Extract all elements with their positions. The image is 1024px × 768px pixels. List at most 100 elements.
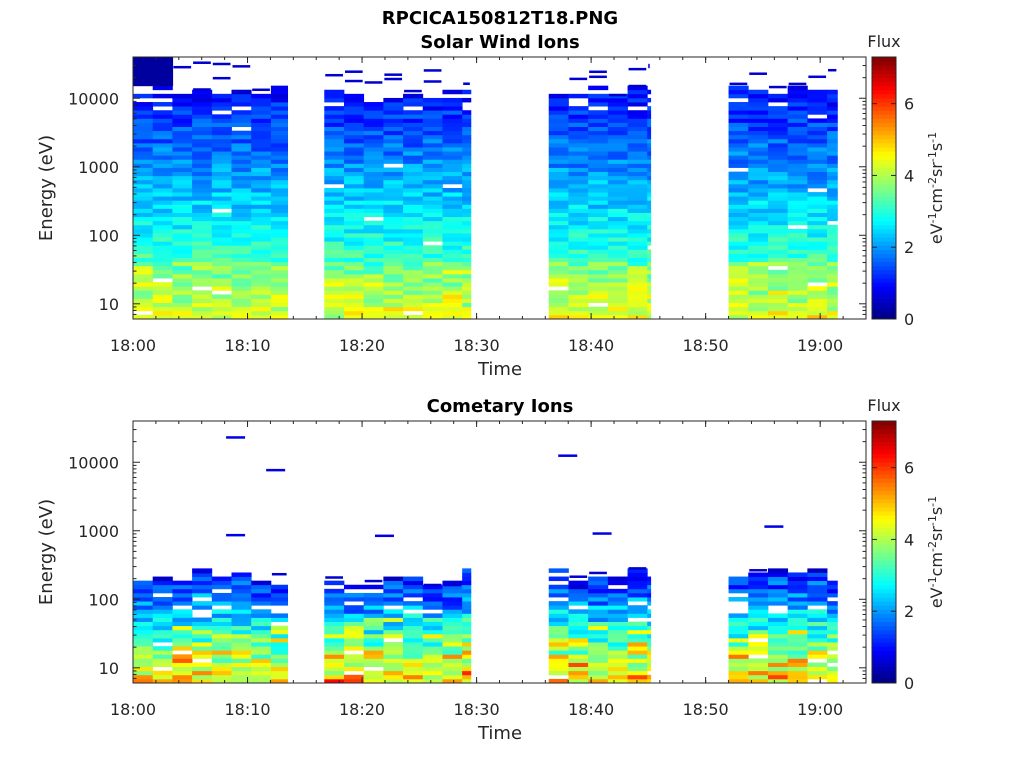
heatmap-cell — [251, 188, 272, 193]
heatmap-cell — [728, 134, 749, 140]
heatmap-cell — [270, 670, 289, 676]
heatmap-cell — [787, 633, 808, 639]
heatmap-cell — [827, 253, 838, 258]
heatmap-cell — [462, 613, 472, 618]
heatmap-cell — [403, 314, 424, 320]
heatmap-cell — [548, 310, 569, 316]
heatmap-cell — [588, 171, 609, 177]
heatmap-cell — [442, 126, 463, 132]
heatmap-cell — [192, 159, 213, 164]
heatmap-cell — [827, 310, 838, 316]
heatmap-cell — [748, 282, 769, 287]
heatmap-cell — [787, 629, 808, 635]
heatmap-cell — [363, 310, 384, 316]
heatmap-cell — [152, 171, 173, 177]
heatmap-cell — [728, 122, 749, 127]
heatmap-cell — [807, 666, 828, 672]
heatmap-cell — [588, 208, 609, 213]
heatmap-cell — [627, 147, 648, 152]
heatmap-cell — [767, 310, 789, 316]
colorbar-tick-label: 4 — [904, 530, 914, 549]
heatmap-cell — [324, 163, 345, 168]
heatmap-cell — [231, 269, 252, 275]
heatmap-cell — [588, 97, 609, 103]
heatmap-cell — [192, 269, 213, 275]
heatmap-cell — [324, 298, 345, 304]
heatmap-cell — [422, 306, 443, 312]
heatmap-cell — [548, 110, 569, 115]
heatmap-cell — [251, 138, 272, 144]
heatmap-cell — [568, 629, 589, 635]
heatmap-cell — [192, 666, 213, 672]
heatmap-cell — [324, 233, 345, 238]
heatmap-cell — [383, 278, 404, 283]
heatmap-cell — [152, 245, 173, 250]
heatmap-cell — [442, 208, 463, 213]
heatmap-cell — [192, 257, 213, 263]
heatmap-cell — [748, 171, 769, 177]
heatmap-cell — [787, 196, 808, 201]
heatmap-cell — [767, 208, 789, 213]
heatmap-cell — [251, 106, 272, 111]
heatmap-cell — [422, 196, 443, 201]
heatmap-cell — [133, 302, 154, 308]
heatmap-cell — [403, 159, 424, 164]
heatmap-cell — [827, 110, 838, 115]
heatmap-cell — [270, 134, 289, 140]
colorbar-step — [872, 637, 896, 643]
heatmap-cell — [211, 167, 232, 173]
heatmap-cell — [442, 592, 463, 598]
heatmap-cell — [462, 138, 472, 144]
heatmap-cell — [462, 155, 472, 160]
heatmap-cell — [192, 179, 213, 185]
heatmap-streak — [344, 70, 363, 73]
heatmap-cell — [133, 613, 154, 618]
heatmap-cell — [607, 151, 628, 156]
heatmap-cell — [172, 642, 193, 647]
heatmap-cell — [231, 658, 252, 663]
heatmap-cell — [231, 605, 252, 610]
heatmap-cell — [462, 609, 472, 614]
heatmap-streak — [384, 77, 403, 81]
heatmap-cell — [343, 237, 365, 242]
heatmap-cell — [231, 265, 252, 271]
colorbar-step — [872, 93, 896, 99]
heatmap-cell — [363, 601, 384, 606]
heatmap-cell — [588, 147, 609, 152]
heatmap-cell — [422, 208, 443, 213]
heatmap-cell — [442, 151, 463, 156]
heatmap-streak — [628, 67, 647, 71]
colorbar-step — [872, 171, 896, 177]
heatmap-cell — [728, 118, 749, 123]
colorbar-step — [872, 179, 896, 185]
heatmap-cell — [211, 233, 232, 238]
heatmap-cell — [172, 216, 193, 222]
heatmap-cell — [343, 118, 365, 123]
heatmap-cell — [422, 106, 443, 111]
colorbar-step — [872, 183, 896, 189]
heatmap-cell — [607, 114, 628, 119]
heatmap-cell — [172, 625, 193, 631]
heatmap-cell — [548, 224, 569, 230]
heatmap-cell — [270, 658, 289, 663]
heatmap-cell — [748, 609, 769, 614]
heatmap-cell — [548, 163, 569, 168]
heatmap-cell — [403, 130, 424, 136]
heatmap-cell — [383, 253, 404, 258]
heatmap-cell — [422, 233, 443, 238]
heatmap-cell — [827, 192, 838, 197]
heatmap-cell — [270, 196, 289, 201]
heatmap-cell — [133, 159, 154, 164]
heatmap-cell — [343, 273, 365, 279]
heatmap-cell — [767, 122, 789, 127]
heatmap-cell — [422, 200, 443, 205]
heatmap-cell — [548, 204, 569, 209]
heatmap-cell — [627, 216, 648, 222]
colorbar-step — [872, 241, 896, 246]
heatmap-cell — [728, 216, 749, 222]
heatmap-cell — [807, 592, 828, 598]
heatmap-cell — [462, 658, 472, 663]
heatmap-cell — [133, 167, 154, 173]
heatmap-cell — [728, 93, 749, 99]
heatmap-cell — [211, 245, 232, 250]
